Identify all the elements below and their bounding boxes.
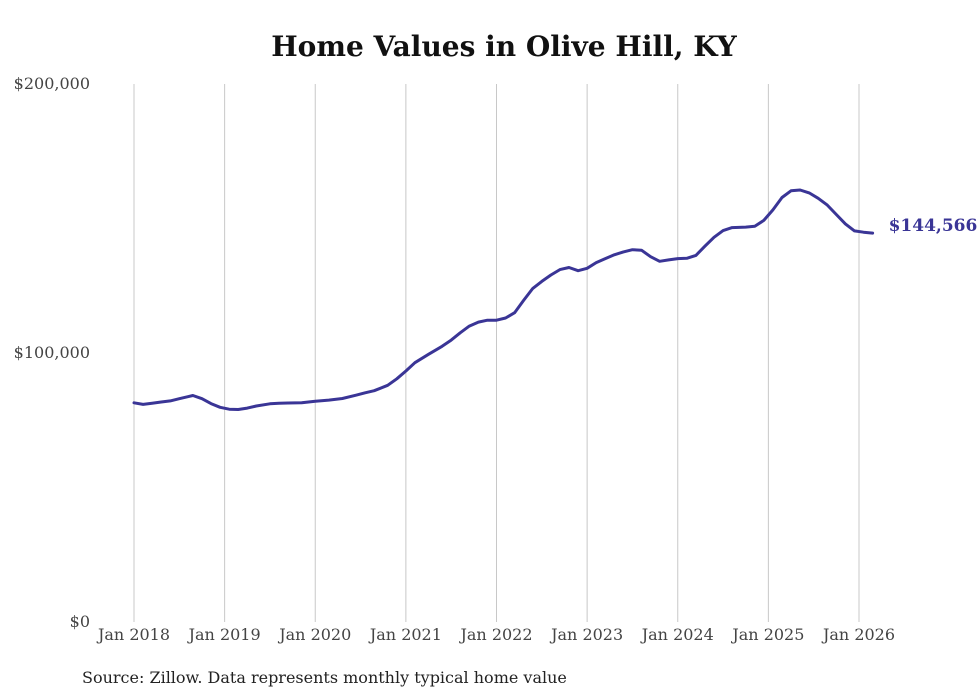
axis-ticks: Jan 2018 Jan 2019 Jan 2020 Jan 2021 Jan 2022… [14,74,895,644]
x-tick-label: Jan 2025 [730,625,804,644]
gridlines [133,84,860,622]
data-labels: $144,566 [889,216,978,236]
y-tick-label: $200,000 [14,74,90,93]
x-tick-label: Jan 2021 [368,625,442,644]
series-layer [132,188,875,411]
end-value-label: $144,566 [889,216,978,236]
x-tick-label: Jan 2018 [96,625,170,644]
series-line [132,188,875,411]
line-chart: Jan 2018 Jan 2019 Jan 2020 Jan 2021 Jan 2022… [14,74,978,644]
x-tick-label: Jan 2026 [821,625,895,644]
y-tick-label: $100,000 [14,343,90,362]
x-tick-label: Jan 2020 [277,625,351,644]
source-note: Source: Zillow. Data represents monthly … [82,668,567,687]
x-tick-label: Jan 2022 [458,625,532,644]
chart-title: Home Values in Olive Hill, KY [271,30,737,63]
x-tick-label: Jan 2019 [187,625,261,644]
x-tick-label: Jan 2024 [640,625,714,644]
x-tick-label: Jan 2023 [549,625,623,644]
y-tick-label: $0 [70,612,90,631]
